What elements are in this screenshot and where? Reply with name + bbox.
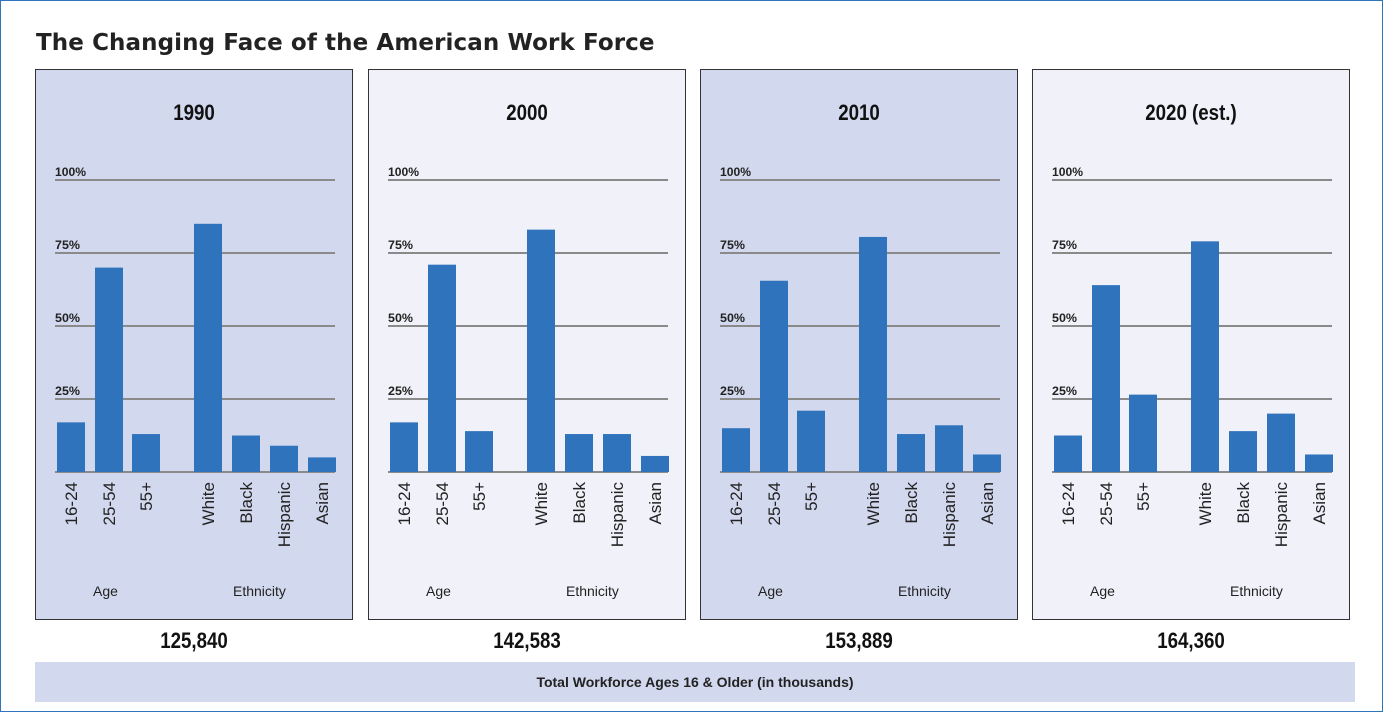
age-group-label: Age (1090, 583, 1115, 599)
bar (1191, 241, 1219, 472)
footer-bar: Total Workforce Ages 16 & Older (in thou… (35, 662, 1355, 702)
bar (194, 223, 222, 472)
x-tick-label: 55+ (470, 482, 489, 511)
y-tick-label: 100% (1052, 165, 1083, 179)
y-tick-label: 100% (720, 165, 751, 179)
bar (935, 425, 963, 472)
ethnicity-group-label: Ethnicity (233, 583, 286, 599)
x-tick-label: 25-54 (433, 482, 452, 525)
bar (1267, 413, 1295, 472)
bar (428, 264, 456, 472)
bar (57, 422, 85, 472)
x-tick-label: Black (237, 482, 256, 524)
ethnicity-group-label: Ethnicity (1230, 583, 1283, 599)
bar (641, 455, 669, 472)
x-tick-label: Black (1234, 482, 1253, 524)
bar (859, 236, 887, 472)
bar (760, 280, 788, 472)
y-tick-label: 75% (720, 238, 745, 252)
bar (390, 422, 418, 472)
y-tick-label: 50% (1052, 311, 1077, 325)
x-tick-label: White (199, 482, 218, 525)
bar (897, 434, 925, 472)
workforce-total: 125,840 (160, 628, 228, 653)
workforce-total: 164,360 (1157, 628, 1225, 653)
x-tick-label: Asian (646, 482, 665, 525)
x-tick-label: 16-24 (62, 482, 81, 525)
chart-panel-3: 2010 25% 50% 75% 100% 16-24 25-54 55+ White Black… (700, 69, 1018, 620)
bar (308, 457, 336, 472)
x-tick-label: White (1196, 482, 1215, 525)
bar (1305, 454, 1333, 472)
bar (603, 434, 631, 472)
workforce-total: 142,583 (493, 628, 561, 653)
workforce-total: 153,889 (825, 628, 893, 653)
x-tick-label: Hispanic (940, 482, 959, 548)
y-tick-label: 25% (388, 384, 413, 398)
bar (95, 267, 123, 472)
bar (232, 435, 260, 472)
y-tick-label: 75% (55, 238, 80, 252)
ethnicity-group-label: Ethnicity (566, 583, 619, 599)
x-tick-label: 25-54 (100, 482, 119, 525)
x-tick-label: Hispanic (608, 482, 627, 548)
x-tick-label: Hispanic (275, 482, 294, 548)
y-tick-label: 50% (720, 311, 745, 325)
ethnicity-group-label: Ethnicity (898, 583, 951, 599)
x-tick-label: 25-54 (765, 482, 784, 525)
y-tick-label: 25% (1052, 384, 1077, 398)
y-tick-label: 50% (388, 311, 413, 325)
age-group-label: Age (758, 583, 783, 599)
x-tick-label: 55+ (1134, 482, 1153, 511)
bar (1092, 285, 1120, 472)
x-tick-label: Asian (978, 482, 997, 525)
x-tick-label: Asian (1310, 482, 1329, 525)
bar (465, 431, 493, 472)
chart-panel-4: 2020 (est.) 25% 50% 75% 100% 16-24 25-54 55+ Whi… (1032, 69, 1350, 620)
bar (722, 428, 750, 472)
y-tick-label: 25% (55, 384, 80, 398)
x-tick-label: Black (570, 482, 589, 524)
bar (132, 434, 160, 472)
age-group-label: Age (426, 583, 451, 599)
y-tick-label: 25% (720, 384, 745, 398)
chart-panel-2: 2000 25% 50% 75% 100% 16-24 25-54 55+ White Black… (368, 69, 686, 620)
x-tick-label: 16-24 (395, 482, 414, 525)
panel-title: 2020 (est.) (1145, 100, 1237, 125)
y-tick-label: 75% (1052, 238, 1077, 252)
x-tick-label: 16-24 (1059, 482, 1078, 525)
y-tick-label: 100% (55, 165, 86, 179)
chart-svg: 25% 50% 75% 100% 16-24 25-54 55+ White Black Hisp… (1052, 165, 1333, 548)
x-tick-label: Asian (313, 482, 332, 525)
chart-panel-1: 1990 25% 50% 75% 100% 16-24 25-54 55+ White Black… (35, 69, 353, 620)
bar (797, 410, 825, 472)
x-tick-label: 55+ (802, 482, 821, 511)
age-group-label: Age (93, 583, 118, 599)
bar (565, 434, 593, 472)
y-tick-label: 100% (388, 165, 419, 179)
bar (270, 445, 298, 472)
x-tick-label: 16-24 (727, 482, 746, 525)
footer-label: Total Workforce Ages 16 & Older (in thou… (536, 674, 854, 690)
x-tick-label: Hispanic (1272, 482, 1291, 548)
chart-svg: 25% 50% 75% 100% 16-24 25-54 55+ White Black Hisp… (720, 165, 1001, 548)
bar (1054, 435, 1082, 472)
x-tick-label: Black (902, 482, 921, 524)
panel-title: 1990 (173, 100, 215, 125)
chart-svg: 25% 50% 75% 100% 16-24 25-54 55+ White Black Hisp… (388, 165, 669, 548)
panel-title: 2010 (838, 100, 880, 125)
figure-title: The Changing Face of the American Work F… (36, 30, 655, 56)
bar (527, 229, 555, 472)
bar (1229, 431, 1257, 472)
x-tick-label: White (864, 482, 883, 525)
panel-title: 2000 (506, 100, 548, 125)
y-tick-label: 50% (55, 311, 80, 325)
x-tick-label: 25-54 (1097, 482, 1116, 525)
chart-svg: 25% 50% 75% 100% 16-24 25-54 55+ White Black Hisp… (55, 165, 336, 548)
bar (973, 454, 1001, 472)
y-tick-label: 75% (388, 238, 413, 252)
x-tick-label: White (532, 482, 551, 525)
x-tick-label: 55+ (137, 482, 156, 511)
bar (1129, 394, 1157, 472)
